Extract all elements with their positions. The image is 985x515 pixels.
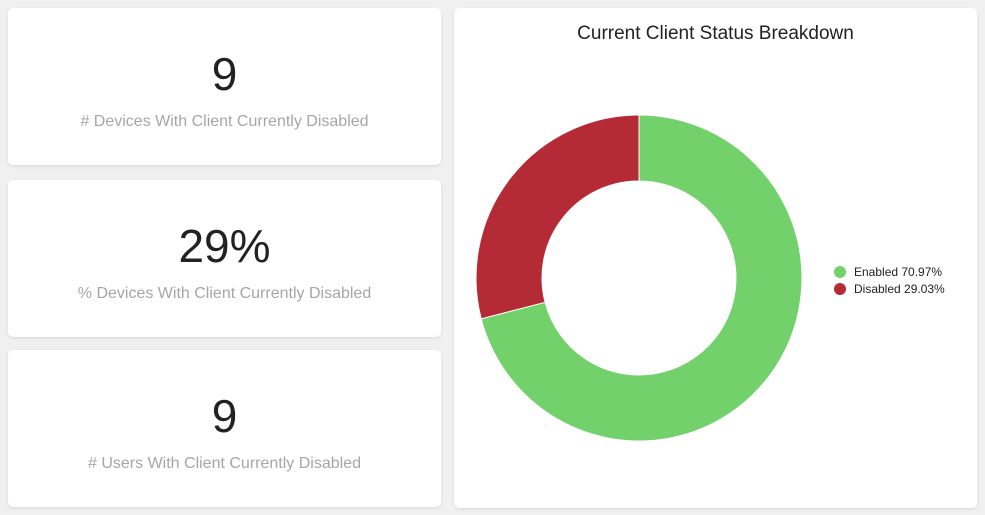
chart-title: Current Client Status Breakdown: [577, 23, 854, 44]
users-disabled-count-card: 9 # Users With Client Currently Disabled: [8, 350, 441, 507]
devices-disabled-count-value: 9: [211, 48, 238, 100]
legend-dot-enabled: [834, 265, 846, 278]
devices-disabled-count-label: # Devices With Client Currently Disabled: [80, 113, 369, 130]
users-disabled-count-label: # Users With Client Currently Disabled: [88, 455, 361, 472]
legend-label-enabled: Enabled 70.97%: [854, 264, 943, 279]
chart-legend: Enabled 70.97% Disabled 29.03%: [834, 263, 945, 297]
devices-disabled-percent-card: 29% % Devices With Client Currently Disa…: [8, 180, 441, 337]
devices-disabled-percent-value: 29%: [178, 220, 271, 272]
devices-disabled-count-card: 9 # Devices With Client Currently Disabl…: [8, 8, 441, 165]
legend-item-enabled[interactable]: Enabled 70.97%: [834, 263, 945, 280]
legend-dot-disabled: [834, 282, 846, 295]
legend-label-disabled: Disabled 29.03%: [854, 281, 945, 296]
devices-disabled-percent-label: % Devices With Client Currently Disabled: [77, 285, 372, 302]
donut-slice-enabled[interactable]: [480, 114, 803, 442]
donut-slice-disabled[interactable]: [475, 114, 640, 320]
users-disabled-count-value: 9: [211, 390, 238, 442]
client-status-chart-card: Current Client Status Breakdown Enabled …: [454, 8, 977, 508]
legend-item-disabled[interactable]: Disabled 29.03%: [834, 280, 945, 297]
donut-chart: [475, 114, 803, 442]
